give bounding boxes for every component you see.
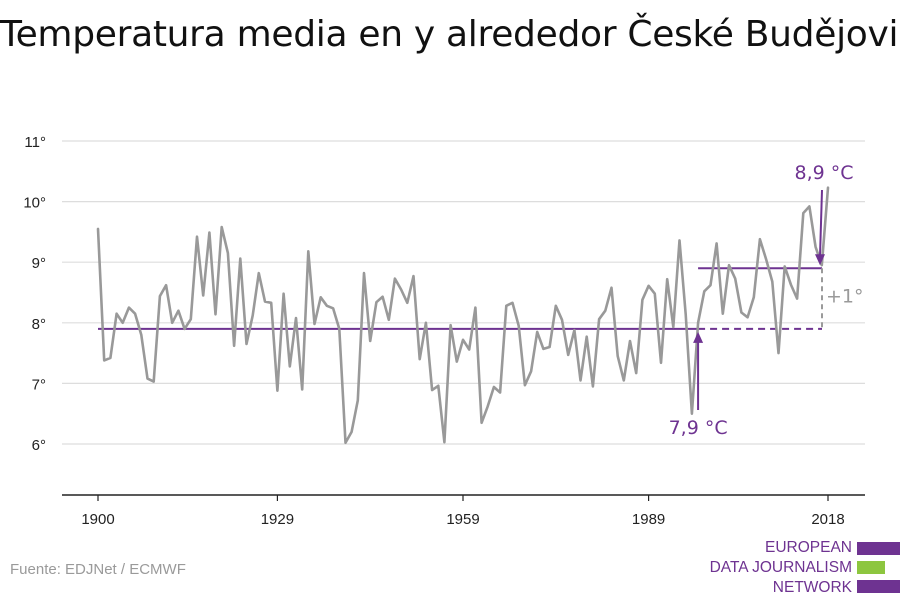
x-tick-label: 1929 bbox=[261, 511, 294, 528]
chart-title: Temperatura media en y alrededor České B… bbox=[0, 14, 900, 55]
logo-line-2: DATA JOURNALISM bbox=[709, 559, 852, 576]
recent-arrow-shaft bbox=[819, 189, 823, 257]
logo-bar-top bbox=[857, 542, 900, 555]
y-tick-label: 9° bbox=[32, 255, 46, 272]
baseline-value-label: 7,9 °C bbox=[669, 417, 728, 439]
recent-arrow-head bbox=[815, 254, 825, 266]
x-tick-label: 1900 bbox=[81, 511, 114, 528]
logo-text: EUROPEAN DATA JOURNALISM NETWORK bbox=[710, 538, 852, 598]
source-note: Fuente: EDJNet / ECMWF bbox=[10, 561, 186, 578]
logo-line-3: NETWORK bbox=[772, 579, 852, 596]
difference-label: +1° bbox=[826, 286, 864, 308]
x-tick-label: 2018 bbox=[811, 511, 844, 528]
y-tick-label: 7° bbox=[32, 376, 46, 393]
temperature-series-line bbox=[96, 186, 830, 445]
logo-line-1: EUROPEAN bbox=[765, 539, 852, 556]
y-tick-label: 11° bbox=[24, 134, 46, 151]
y-tick-label: 8° bbox=[32, 316, 46, 333]
edjnet-logo: EUROPEAN DATA JOURNALISM NETWORK bbox=[700, 538, 900, 598]
x-tick-label: 1959 bbox=[446, 511, 479, 528]
baseline-arrow-head bbox=[693, 331, 704, 343]
y-tick-label: 6° bbox=[32, 437, 46, 454]
recent-value-label: 8,9 °C bbox=[794, 162, 853, 184]
x-tick-label: 1989 bbox=[632, 511, 665, 528]
logo-bar-middle bbox=[857, 561, 885, 574]
y-tick-label: 10° bbox=[23, 195, 46, 212]
logo-bar-bottom bbox=[857, 580, 900, 593]
